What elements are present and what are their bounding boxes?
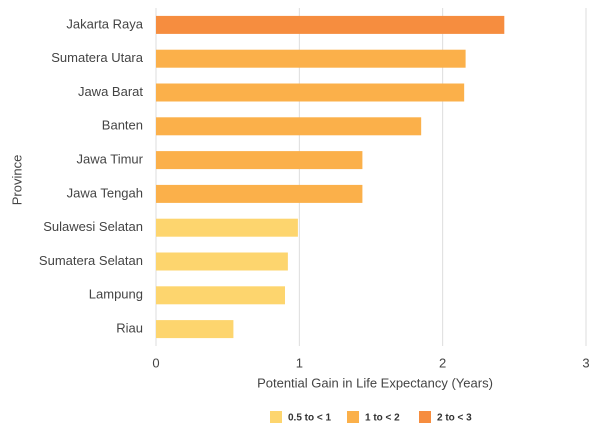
y-tick-label: Jawa Barat xyxy=(78,84,143,99)
bar xyxy=(156,320,234,339)
x-axis-label: Potential Gain in Life Expectancy (Years… xyxy=(257,375,493,390)
y-tick-label: Sumatera Utara xyxy=(51,50,144,65)
legend-swatch xyxy=(419,411,431,423)
bar xyxy=(156,184,363,203)
legend-label: 1 to < 2 xyxy=(365,413,400,424)
x-tick-label: 1 xyxy=(296,355,303,370)
legend-swatch xyxy=(270,411,282,423)
y-tick-label: Lampung xyxy=(89,287,143,302)
y-tick-label: Jawa Tengah xyxy=(67,185,143,200)
y-tick-label: Sulawesi Selatan xyxy=(43,219,143,234)
y-tick-label: Banten xyxy=(102,118,143,133)
bar xyxy=(156,151,363,170)
bar xyxy=(156,117,422,136)
y-tick-label: Jakarta Raya xyxy=(66,16,143,31)
x-tick-label: 2 xyxy=(439,355,446,370)
y-axis-label: Province xyxy=(9,155,24,206)
y-tick-label: Riau xyxy=(116,321,143,336)
bar xyxy=(156,218,298,237)
x-tick-label: 3 xyxy=(582,355,589,370)
legend-label: 0.5 to < 1 xyxy=(288,413,332,424)
legend-label: 2 to < 3 xyxy=(437,413,472,424)
legend-swatch xyxy=(347,411,359,423)
bar xyxy=(156,15,505,34)
bar xyxy=(156,49,466,68)
x-tick-label: 0 xyxy=(152,355,159,370)
y-tick-label: Jawa Timur xyxy=(77,152,144,167)
y-tick-label: Sumatera Selatan xyxy=(39,253,143,268)
bar xyxy=(156,286,285,305)
bar xyxy=(156,252,288,271)
bar xyxy=(156,83,465,102)
